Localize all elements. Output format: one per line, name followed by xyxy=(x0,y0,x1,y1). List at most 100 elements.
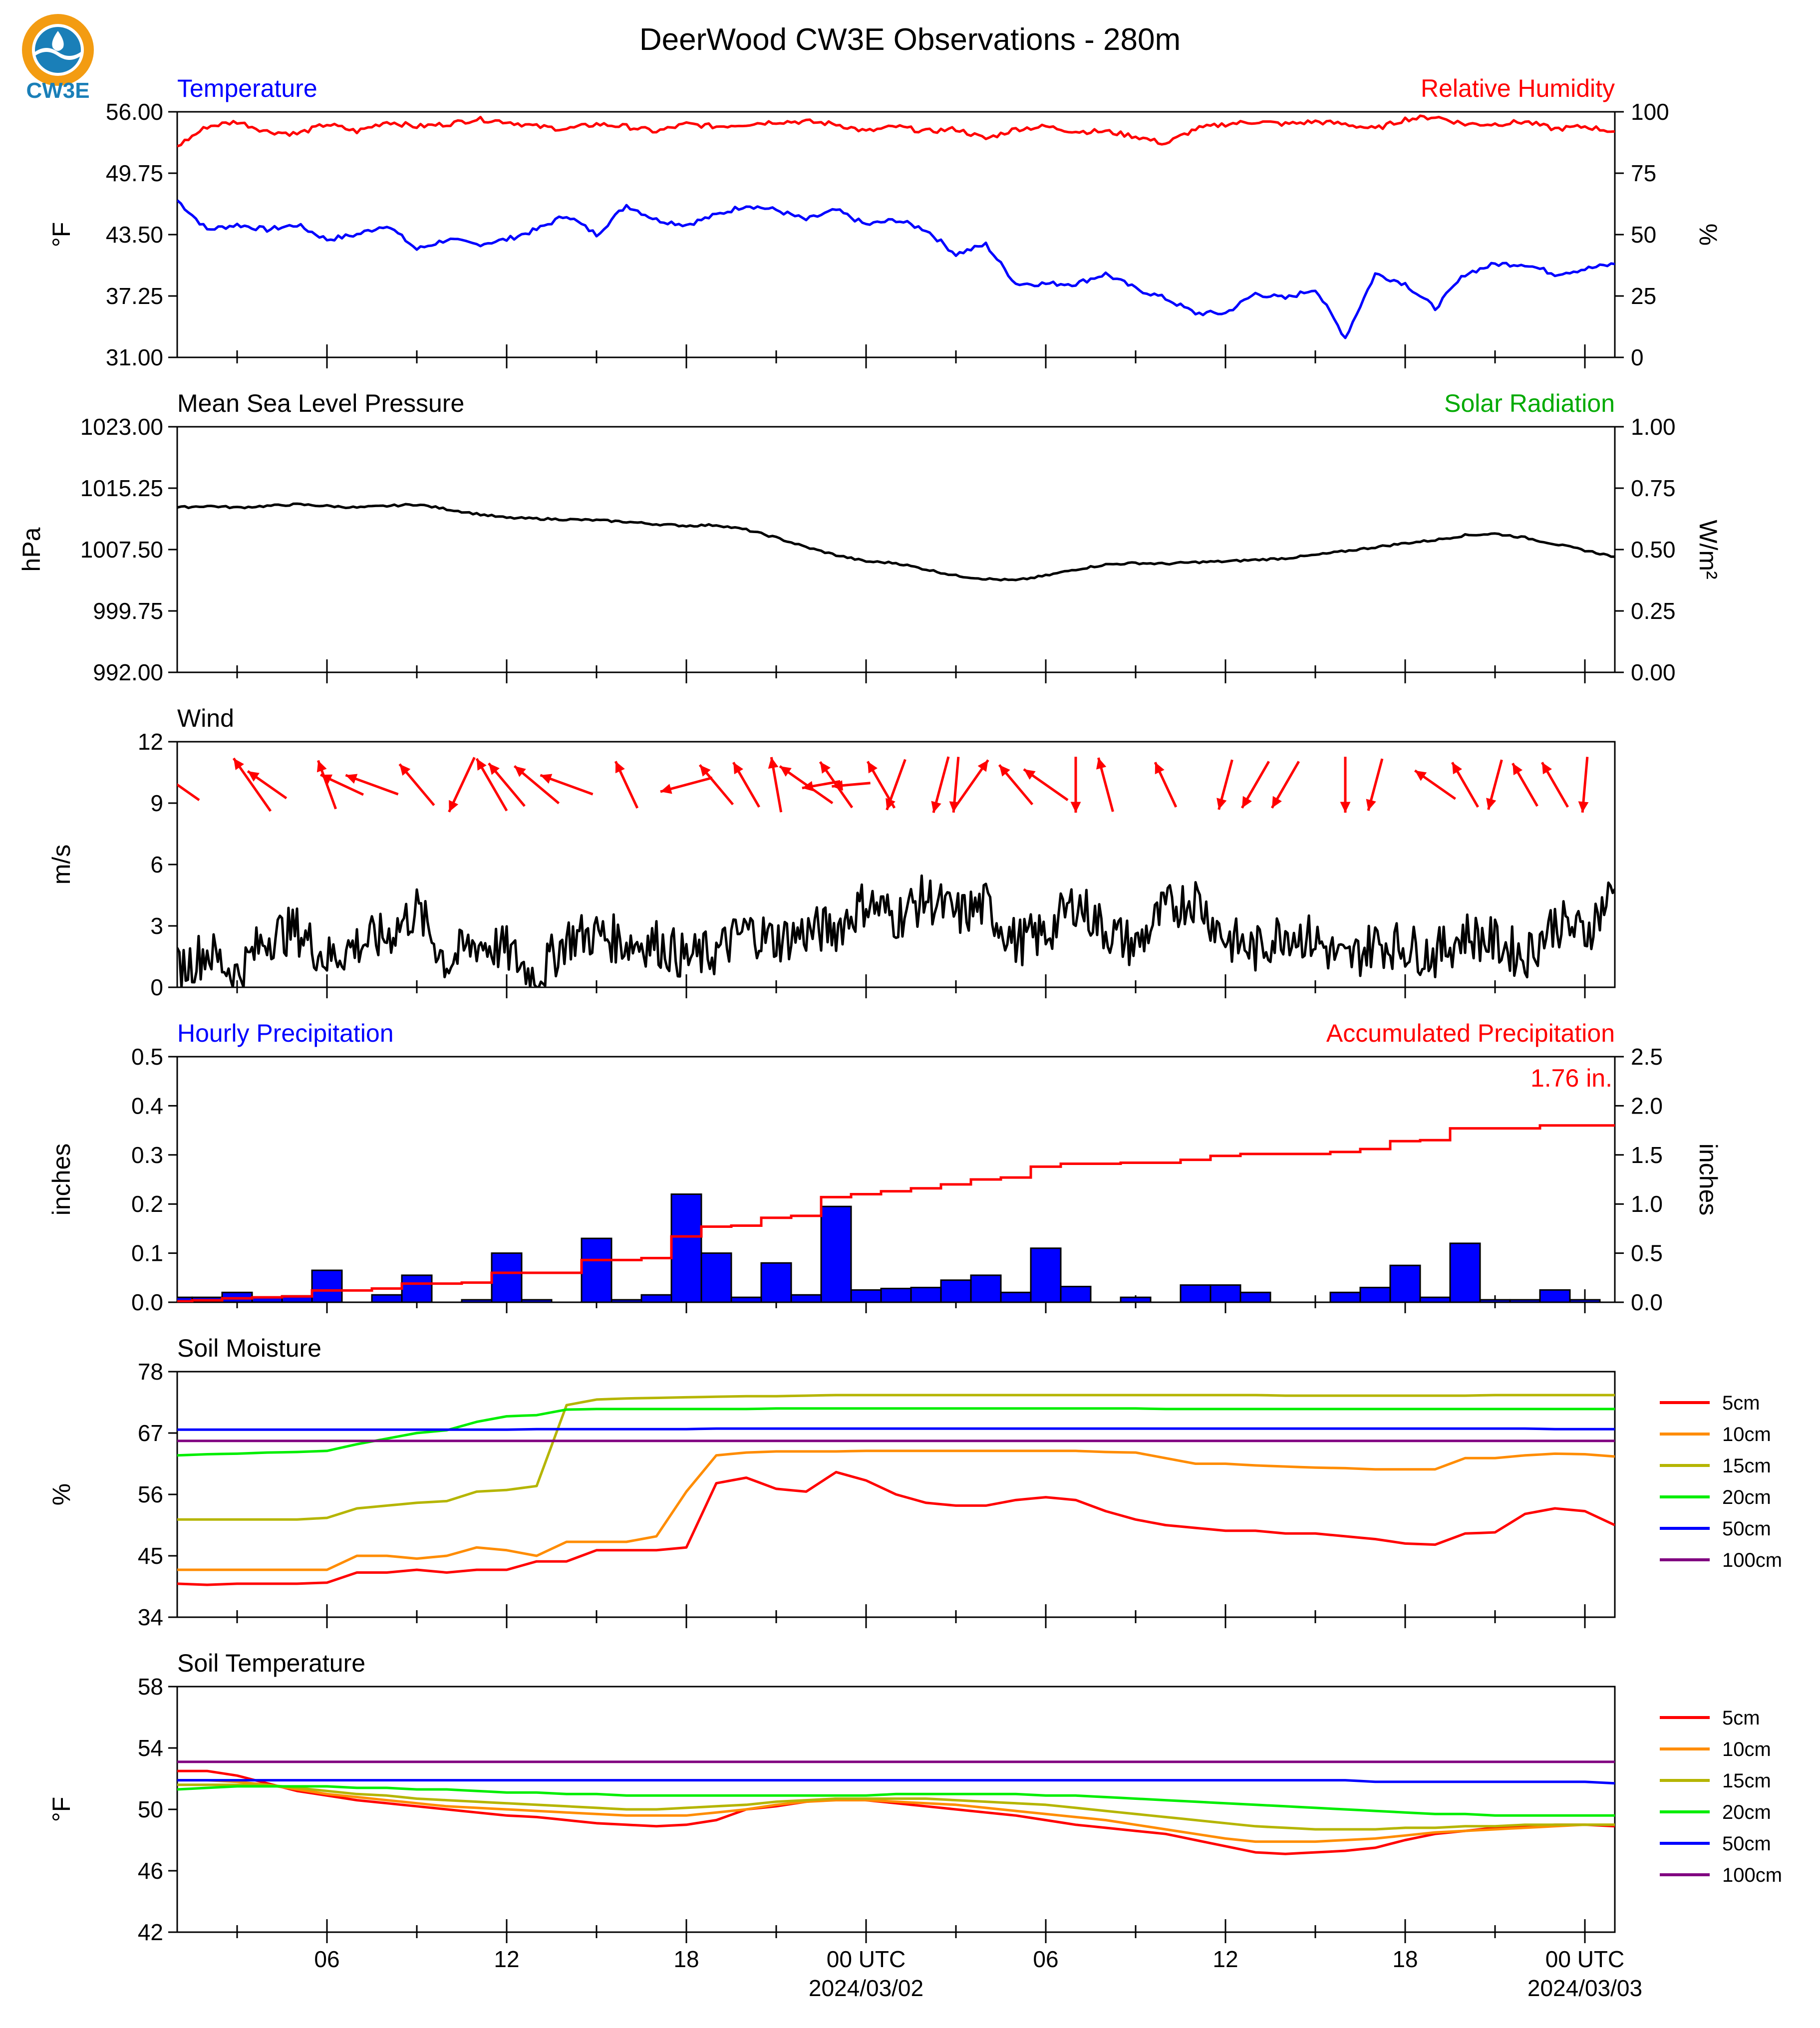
y-tick-label-right: 2.5 xyxy=(1631,1044,1663,1070)
y-tick-label: 45 xyxy=(138,1543,163,1569)
cw3e-logo: CW3E xyxy=(22,14,94,103)
wind-arrow xyxy=(768,757,783,813)
y-tick-label: 1023.00 xyxy=(80,414,163,440)
y-tick-label: 49.75 xyxy=(106,160,163,186)
wind-arrow-head xyxy=(1486,798,1497,810)
y-axis-title: hPa xyxy=(17,527,45,572)
wind-arrow xyxy=(247,770,288,800)
wind-arrow-head xyxy=(1155,762,1165,775)
x-tick-label: 06 xyxy=(314,1946,339,1972)
wind-arrow-head xyxy=(660,784,672,794)
y-tick-label: 54 xyxy=(138,1735,163,1761)
y-tick-label: 56.00 xyxy=(106,99,163,125)
wind-arrow xyxy=(952,759,989,810)
y-tick-label-right: 0.75 xyxy=(1631,475,1676,501)
y-axis-title: °F xyxy=(47,1797,75,1822)
series-line-mean-sea-level-pressure xyxy=(177,502,1615,581)
y-tick-label: 0.2 xyxy=(131,1191,163,1217)
precip-bar xyxy=(461,1299,493,1302)
panel-title-right: Accumulated Precipitation xyxy=(1326,1019,1615,1047)
y-tick-label: 37.25 xyxy=(106,283,163,309)
precip-bar xyxy=(910,1286,942,1302)
precip-bar xyxy=(940,1279,972,1302)
y-tick-label: 0.3 xyxy=(131,1142,163,1168)
precip-bar xyxy=(371,1294,403,1302)
y-tick-label: 78 xyxy=(138,1359,163,1385)
accumulated-precip-line xyxy=(177,1124,1615,1302)
y-tick-label: 31.00 xyxy=(106,344,163,370)
wind-arrow xyxy=(1451,762,1479,808)
precip-bar xyxy=(850,1289,882,1302)
y-tick-label: 999.75 xyxy=(93,598,163,624)
wind-arrow-head xyxy=(514,766,526,777)
wind-arrow xyxy=(513,765,560,805)
panel-title-right: Solar Radiation xyxy=(1444,389,1615,417)
wind-arrow xyxy=(998,764,1034,806)
data-layer xyxy=(177,1394,1615,1586)
panel-title-left: Hourly Precipitation xyxy=(177,1019,394,1047)
precip-bar xyxy=(760,1262,792,1302)
legend-label: 100cm xyxy=(1722,1549,1782,1571)
series-line-5cm xyxy=(177,1769,1615,1855)
series-line-10cm xyxy=(177,1779,1615,1843)
wind-arrow-head xyxy=(1452,762,1463,775)
wind-arrow-head xyxy=(886,798,896,810)
precip-bar xyxy=(1239,1291,1271,1302)
panel-2: Mean Sea Level Pressure Solar Radiation 10… xyxy=(17,389,1722,685)
y-tick-label-right: 1.0 xyxy=(1631,1191,1663,1217)
wind-arrow xyxy=(448,757,476,813)
y-tick-label-right: 1.00 xyxy=(1631,414,1676,440)
y-axis-title: % xyxy=(47,1483,75,1505)
panel-4: Hourly Precipitation Accumulated Precipit… xyxy=(47,1019,1722,1315)
y-tick-label: 34 xyxy=(138,1604,163,1630)
y-tick-label-right: 0.0 xyxy=(1631,1289,1663,1315)
precip-bar xyxy=(581,1237,612,1302)
y-tick-label: 50 xyxy=(138,1796,163,1822)
legend-label: 100cm xyxy=(1722,1864,1782,1886)
panel-5: Soil Moisture 78 67 56 45 34% 5cm 10cm 15cm 20cm 5… xyxy=(47,1334,1782,1630)
wind-arrow-head xyxy=(802,781,814,792)
precip-bar xyxy=(401,1274,433,1302)
y-tick-label: 58 xyxy=(138,1674,163,1700)
wind-arrow xyxy=(779,765,834,805)
y-tick-label: 67 xyxy=(138,1420,163,1446)
legend-label: 15cm xyxy=(1722,1455,1771,1477)
wind-arrow-head xyxy=(1242,796,1252,808)
wind-arrow-head xyxy=(1096,758,1107,770)
wind-arrow-head xyxy=(1513,763,1523,776)
x-tick-label: 12 xyxy=(1213,1946,1238,1972)
x-tick-label: 12 xyxy=(494,1946,519,1972)
panel-title-right: Relative Humidity xyxy=(1421,74,1615,102)
panel-title-left: Mean Sea Level Pressure xyxy=(177,389,464,417)
wind-arrow xyxy=(1070,757,1081,813)
precip-bar xyxy=(1389,1264,1421,1302)
y-axis-title-right: inches xyxy=(1694,1144,1722,1216)
wind-arrow-head xyxy=(1542,762,1552,775)
wind-arrow-head xyxy=(1272,796,1282,808)
precip-bar xyxy=(670,1193,702,1302)
precip-bar xyxy=(311,1269,343,1302)
x-tick-label: 00 UTC xyxy=(1545,1946,1624,1972)
precip-bar xyxy=(1359,1286,1391,1302)
precip-bar xyxy=(1479,1299,1511,1302)
x-date-label: 2024/03/02 xyxy=(809,1975,923,2001)
precip-bar xyxy=(970,1274,1002,1302)
precip-bar xyxy=(790,1294,822,1302)
precip-bar xyxy=(491,1252,523,1302)
wind-arrow xyxy=(1578,757,1589,813)
data-layer xyxy=(177,1124,1615,1302)
legend-label: 20cm xyxy=(1722,1801,1771,1823)
wind-arrow xyxy=(232,757,272,812)
y-tick-label: 0.5 xyxy=(131,1044,163,1070)
data-layer xyxy=(177,1760,1615,1855)
precip-bar xyxy=(1060,1286,1092,1302)
x-date-label: 2024/03/03 xyxy=(1527,1975,1642,2001)
accumulated-total-label: 1.76 in. xyxy=(1530,1064,1612,1092)
precip-bar xyxy=(1180,1284,1212,1302)
wind-arrow xyxy=(1366,758,1384,811)
precip-bar xyxy=(1449,1242,1481,1302)
legend-label: 50cm xyxy=(1722,1518,1771,1540)
wind-arrow-head xyxy=(733,762,744,775)
wind-arrow xyxy=(1541,762,1569,808)
panel-title-left: Soil Temperature xyxy=(177,1649,365,1677)
